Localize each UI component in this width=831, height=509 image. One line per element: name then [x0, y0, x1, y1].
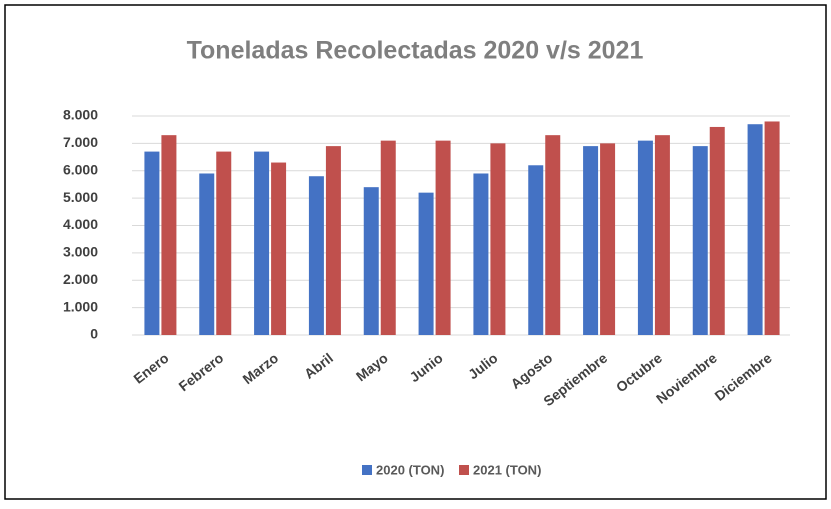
legend-swatch — [362, 465, 372, 475]
bar — [380, 140, 396, 335]
y-tick-label: 2.000 — [63, 271, 98, 287]
bar — [473, 173, 489, 335]
bar — [435, 140, 451, 335]
y-tick-label: 4.000 — [63, 216, 98, 232]
chart-title: Toneladas Recolectadas 2020 v/s 2021 — [187, 37, 644, 65]
y-tick-label: 7.000 — [63, 134, 98, 150]
bar — [654, 135, 670, 335]
y-tick-label: 6.000 — [63, 161, 98, 177]
bar — [545, 135, 561, 335]
bar — [144, 151, 160, 335]
bar — [216, 151, 232, 335]
bar — [490, 143, 506, 335]
legend-label: 2021 (TON) — [473, 462, 541, 477]
bar — [161, 135, 177, 335]
bar — [254, 151, 270, 335]
chart-frame — [4, 4, 827, 500]
y-tick-label: 8.000 — [63, 107, 98, 123]
bar — [583, 146, 599, 335]
y-tick-label: 0 — [90, 326, 98, 342]
bar — [600, 143, 616, 335]
bar — [363, 187, 379, 335]
y-tick-label: 3.000 — [63, 244, 98, 260]
legend-label: 2020 (TON) — [376, 462, 444, 477]
bar — [325, 146, 341, 335]
bar — [199, 173, 215, 335]
bar — [271, 162, 287, 335]
bar — [637, 140, 653, 335]
legend-swatch — [459, 465, 469, 475]
bar — [747, 124, 763, 336]
bar — [308, 176, 324, 335]
bar — [764, 121, 780, 335]
bar — [418, 192, 434, 335]
y-tick-label: 1.000 — [63, 298, 98, 314]
bar — [709, 126, 725, 335]
bar — [692, 146, 708, 335]
bar — [528, 165, 544, 335]
y-tick-label: 5.000 — [63, 189, 98, 205]
